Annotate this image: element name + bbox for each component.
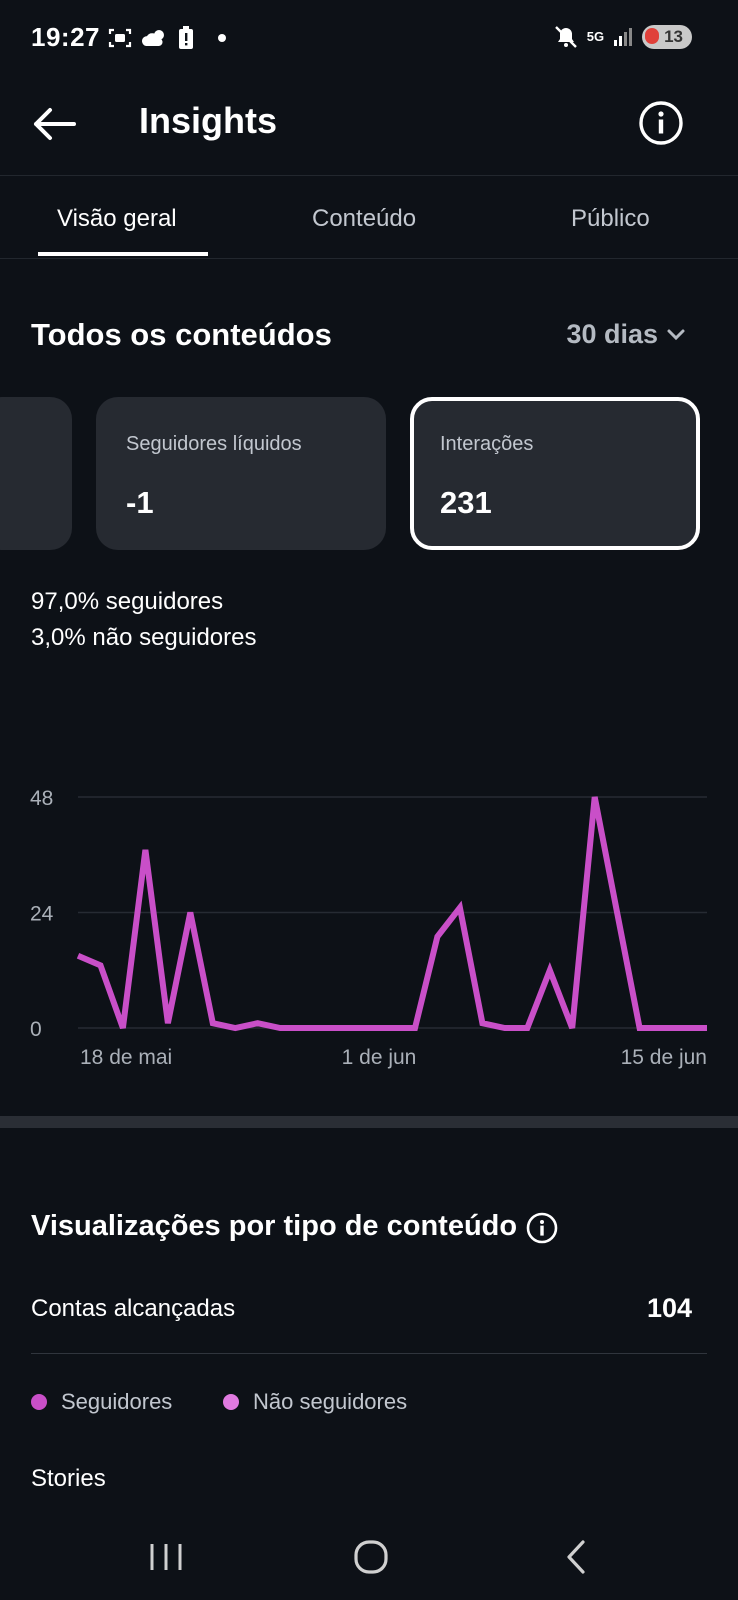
y-tick-label: 24: [30, 903, 54, 926]
notification-dot-icon: [218, 34, 226, 42]
legend-followers: Seguidores: [31, 1389, 172, 1415]
x-tick-label: 15 de jun: [621, 1046, 707, 1069]
tabs-divider: [0, 258, 738, 259]
legend-dot: [223, 1394, 239, 1410]
views-info-button[interactable]: [526, 1212, 558, 1244]
info-circle-icon: [526, 1212, 558, 1244]
y-tick-label: 0: [30, 1018, 42, 1041]
y-tick-label: 48: [30, 787, 53, 810]
battery-indicator: 13: [642, 25, 692, 49]
followers-pct-text: seguidores: [105, 588, 224, 615]
recent-apps-icon: [150, 1544, 182, 1570]
x-tick-label: 1 de jun: [342, 1046, 417, 1069]
arrow-left-icon: [34, 108, 76, 140]
range-value: 30 dias: [566, 319, 658, 349]
accounts-reached-label: Contas alcançadas: [31, 1295, 236, 1322]
legend-non-followers: Não seguidores: [223, 1389, 407, 1415]
home-button[interactable]: [346, 1532, 396, 1582]
battery-alert-icon: [179, 26, 193, 49]
tab-content[interactable]: Conteúdo: [312, 205, 417, 232]
info-circle-icon: [639, 101, 683, 145]
non-followers-percentage: 3,0% não seguidores: [31, 624, 257, 652]
reach-divider: [31, 1353, 707, 1354]
card-label: Interações: [440, 433, 534, 455]
chevron-down-icon: [667, 329, 685, 340]
mute-icon: [554, 26, 577, 48]
screenshot-icon: [108, 28, 132, 48]
status-icons-left: [108, 26, 226, 50]
metric-card-partial[interactable]: [0, 397, 72, 550]
non-followers-pct-text: não seguidores: [92, 624, 257, 651]
status-time: 19:27: [31, 22, 100, 52]
tab-overview[interactable]: Visão geral: [57, 205, 177, 232]
recent-apps-button[interactable]: [142, 1532, 192, 1582]
battery-low-icon: [645, 28, 660, 44]
nav-back-button[interactable]: [553, 1532, 603, 1582]
metric-card-net-followers[interactable]: Seguidores líquidos -1: [96, 397, 386, 550]
page-title: Insights: [139, 100, 278, 141]
followers-pct-value: 97,0%: [31, 588, 100, 615]
metric-card-interactions[interactable]: Interações 231: [410, 397, 700, 550]
views-section-title: Visualizações por tipo de conteúdo: [31, 1210, 518, 1242]
back-chevron-icon: [567, 1540, 585, 1574]
network-type: 5G: [586, 29, 605, 44]
legend-label: Seguidores: [61, 1389, 173, 1414]
signal-icon: [614, 28, 633, 46]
accounts-reached-value: 104: [646, 1293, 692, 1323]
section-separator: [0, 1116, 738, 1128]
legend-label: Não seguidores: [253, 1389, 408, 1414]
back-button[interactable]: [30, 100, 78, 148]
tab-audience[interactable]: Público: [571, 205, 650, 232]
section-title: Todos os conteúdos: [31, 317, 332, 352]
home-icon: [354, 1540, 388, 1574]
stories-label: Stories: [31, 1465, 106, 1492]
chart-series-line: [76, 796, 707, 1032]
header-divider: [0, 175, 738, 176]
followers-percentage: 97,0% seguidores: [31, 588, 223, 616]
x-tick-label: 18 de mai: [80, 1046, 172, 1069]
legend-dot: [31, 1394, 47, 1410]
battery-level: 13: [664, 27, 683, 46]
status-icons-right: 5G 13: [553, 24, 692, 50]
interactions-line-chart[interactable]: 48 24 0 18 de mai 1 de jun 15 de jun: [0, 760, 738, 1090]
info-button[interactable]: [638, 100, 684, 146]
weather-icon: [142, 30, 164, 46]
card-label: Seguidores líquidos: [126, 433, 302, 455]
range-dropdown[interactable]: 30 dias: [566, 319, 686, 350]
active-tab-indicator: [38, 252, 208, 256]
card-value: 231: [440, 485, 492, 520]
non-followers-pct-value: 3,0%: [31, 624, 86, 651]
card-value: -1: [126, 485, 154, 520]
